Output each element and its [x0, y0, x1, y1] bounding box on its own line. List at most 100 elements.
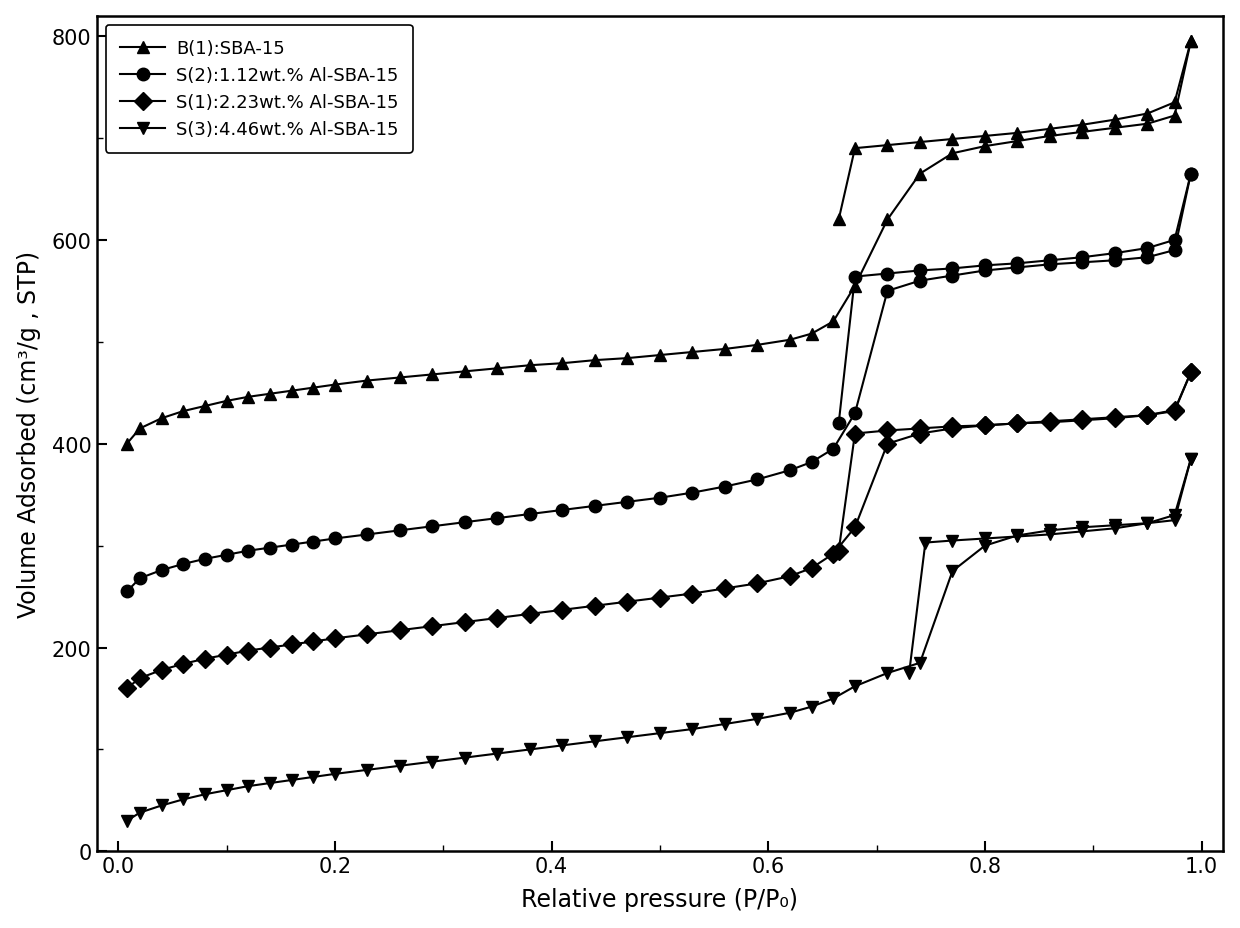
- S(1):2.23wt.% Al-SBA-15: [1011, 419, 1025, 430]
- Line: S(1):2.23wt.% Al-SBA-15: S(1):2.23wt.% Al-SBA-15: [120, 367, 1197, 695]
- S(1):2.23wt.% Al-SBA-15: [556, 605, 570, 616]
- B(1):SBA-15: [556, 358, 570, 369]
- S(2):1.12wt.% Al-SBA-15: [284, 539, 299, 550]
- S(3):4.46wt.% Al-SBA-15: [392, 760, 407, 771]
- S(3):4.46wt.% Al-SBA-15: [1043, 525, 1058, 536]
- S(1):2.23wt.% Al-SBA-15: [284, 639, 299, 651]
- S(3):4.46wt.% Al-SBA-15: [684, 724, 699, 735]
- B(1):SBA-15: [1075, 127, 1090, 138]
- S(3):4.46wt.% Al-SBA-15: [1075, 522, 1090, 534]
- S(2):1.12wt.% Al-SBA-15: [327, 534, 342, 545]
- S(2):1.12wt.% Al-SBA-15: [263, 543, 278, 554]
- S(1):2.23wt.% Al-SBA-15: [1107, 412, 1122, 423]
- S(1):2.23wt.% Al-SBA-15: [1167, 406, 1182, 418]
- B(1):SBA-15: [880, 214, 895, 226]
- S(3):4.46wt.% Al-SBA-15: [556, 740, 570, 751]
- S(3):4.46wt.% Al-SBA-15: [1011, 530, 1025, 541]
- S(2):1.12wt.% Al-SBA-15: [176, 559, 191, 570]
- B(1):SBA-15: [945, 148, 960, 160]
- B(1):SBA-15: [588, 355, 603, 367]
- S(1):2.23wt.% Al-SBA-15: [977, 420, 992, 432]
- S(2):1.12wt.% Al-SBA-15: [1075, 257, 1090, 268]
- S(3):4.46wt.% Al-SBA-15: [360, 765, 374, 776]
- S(3):4.46wt.% Al-SBA-15: [826, 693, 841, 704]
- S(2):1.12wt.% Al-SBA-15: [360, 529, 374, 540]
- S(1):2.23wt.% Al-SBA-15: [263, 642, 278, 653]
- B(1):SBA-15: [154, 413, 169, 424]
- S(2):1.12wt.% Al-SBA-15: [826, 444, 841, 455]
- S(1):2.23wt.% Al-SBA-15: [119, 683, 134, 694]
- S(3):4.46wt.% Al-SBA-15: [620, 732, 635, 743]
- S(3):4.46wt.% Al-SBA-15: [490, 748, 505, 759]
- S(3):4.46wt.% Al-SBA-15: [847, 681, 862, 692]
- S(3):4.46wt.% Al-SBA-15: [782, 707, 797, 718]
- Line: S(2):1.12wt.% Al-SBA-15: S(2):1.12wt.% Al-SBA-15: [120, 168, 1197, 598]
- S(1):2.23wt.% Al-SBA-15: [154, 664, 169, 676]
- S(1):2.23wt.% Al-SBA-15: [750, 578, 765, 589]
- S(3):4.46wt.% Al-SBA-15: [750, 714, 765, 725]
- S(2):1.12wt.% Al-SBA-15: [750, 474, 765, 485]
- B(1):SBA-15: [490, 364, 505, 375]
- S(1):2.23wt.% Al-SBA-15: [880, 439, 895, 450]
- S(3):4.46wt.% Al-SBA-15: [1140, 518, 1154, 529]
- S(3):4.46wt.% Al-SBA-15: [977, 540, 992, 551]
- B(1):SBA-15: [392, 372, 407, 383]
- S(2):1.12wt.% Al-SBA-15: [154, 565, 169, 576]
- S(1):2.23wt.% Al-SBA-15: [913, 429, 928, 440]
- S(2):1.12wt.% Al-SBA-15: [1183, 169, 1198, 180]
- S(2):1.12wt.% Al-SBA-15: [588, 501, 603, 512]
- S(2):1.12wt.% Al-SBA-15: [556, 505, 570, 516]
- B(1):SBA-15: [620, 354, 635, 365]
- B(1):SBA-15: [197, 401, 212, 412]
- S(2):1.12wt.% Al-SBA-15: [490, 513, 505, 524]
- S(1):2.23wt.% Al-SBA-15: [847, 522, 862, 534]
- S(1):2.23wt.% Al-SBA-15: [219, 650, 234, 661]
- S(3):4.46wt.% Al-SBA-15: [327, 768, 342, 780]
- S(2):1.12wt.% Al-SBA-15: [652, 493, 667, 504]
- S(1):2.23wt.% Al-SBA-15: [684, 588, 699, 599]
- S(2):1.12wt.% Al-SBA-15: [782, 465, 797, 476]
- B(1):SBA-15: [522, 360, 537, 371]
- Line: S(3):4.46wt.% Al-SBA-15: S(3):4.46wt.% Al-SBA-15: [120, 453, 1197, 827]
- B(1):SBA-15: [263, 389, 278, 400]
- S(3):4.46wt.% Al-SBA-15: [306, 771, 321, 782]
- S(3):4.46wt.% Al-SBA-15: [1107, 520, 1122, 531]
- S(3):4.46wt.% Al-SBA-15: [197, 789, 212, 800]
- X-axis label: Relative pressure (P/P₀): Relative pressure (P/P₀): [522, 887, 799, 911]
- S(2):1.12wt.% Al-SBA-15: [1043, 260, 1058, 271]
- S(2):1.12wt.% Al-SBA-15: [219, 549, 234, 561]
- B(1):SBA-15: [1011, 136, 1025, 148]
- S(3):4.46wt.% Al-SBA-15: [241, 780, 255, 792]
- B(1):SBA-15: [1140, 119, 1154, 130]
- S(2):1.12wt.% Al-SBA-15: [913, 276, 928, 287]
- S(3):4.46wt.% Al-SBA-15: [458, 753, 472, 764]
- S(1):2.23wt.% Al-SBA-15: [718, 583, 733, 594]
- S(2):1.12wt.% Al-SBA-15: [425, 522, 440, 533]
- B(1):SBA-15: [327, 380, 342, 391]
- S(1):2.23wt.% Al-SBA-15: [241, 645, 255, 656]
- S(3):4.46wt.% Al-SBA-15: [652, 728, 667, 739]
- S(2):1.12wt.% Al-SBA-15: [306, 536, 321, 548]
- S(2):1.12wt.% Al-SBA-15: [1167, 245, 1182, 256]
- B(1):SBA-15: [913, 169, 928, 180]
- S(1):2.23wt.% Al-SBA-15: [458, 617, 472, 628]
- B(1):SBA-15: [425, 369, 440, 380]
- S(2):1.12wt.% Al-SBA-15: [458, 517, 472, 528]
- B(1):SBA-15: [360, 376, 374, 387]
- B(1):SBA-15: [1183, 36, 1198, 47]
- S(3):4.46wt.% Al-SBA-15: [718, 718, 733, 729]
- Line: B(1):SBA-15: B(1):SBA-15: [120, 36, 1197, 450]
- S(2):1.12wt.% Al-SBA-15: [1011, 263, 1025, 274]
- S(3):4.46wt.% Al-SBA-15: [425, 756, 440, 767]
- S(1):2.23wt.% Al-SBA-15: [425, 621, 440, 632]
- B(1):SBA-15: [458, 367, 472, 378]
- B(1):SBA-15: [826, 316, 841, 328]
- S(2):1.12wt.% Al-SBA-15: [880, 286, 895, 297]
- S(3):4.46wt.% Al-SBA-15: [805, 702, 820, 713]
- B(1):SBA-15: [684, 347, 699, 358]
- B(1):SBA-15: [219, 396, 234, 407]
- S(1):2.23wt.% Al-SBA-15: [522, 609, 537, 620]
- S(2):1.12wt.% Al-SBA-15: [119, 586, 134, 598]
- S(1):2.23wt.% Al-SBA-15: [306, 637, 321, 648]
- S(3):4.46wt.% Al-SBA-15: [219, 785, 234, 796]
